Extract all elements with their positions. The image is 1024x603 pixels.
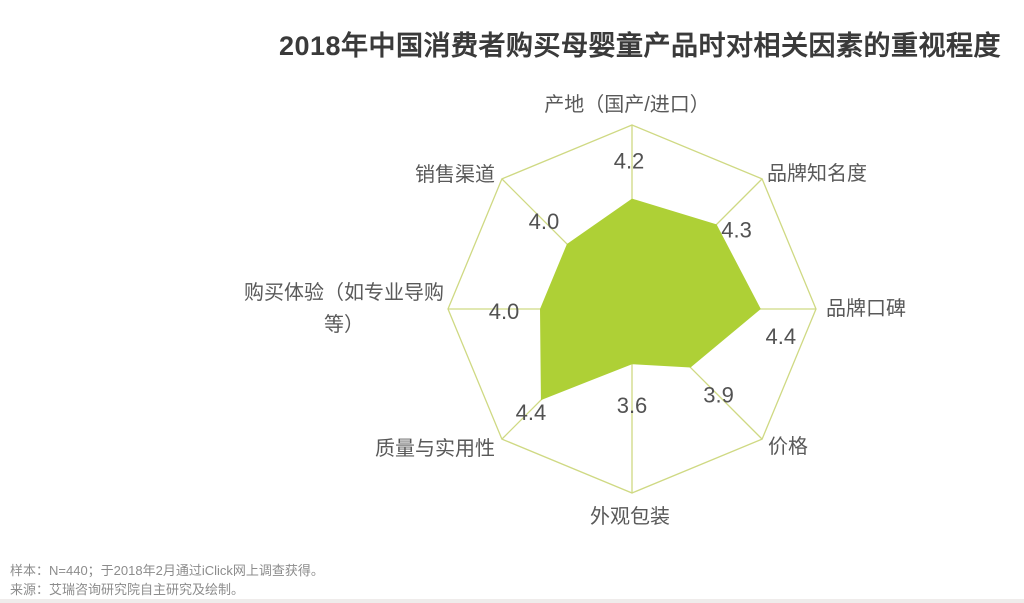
value-label-6: 4.0 — [489, 299, 520, 324]
axis-label-6: 购买体验（如专业导购等） — [244, 281, 444, 336]
value-label-2: 4.4 — [766, 324, 797, 349]
value-label-1: 4.3 — [721, 217, 752, 242]
axis-label-0: 产地（国产/进口） — [544, 93, 710, 116]
bottom-divider — [0, 599, 1024, 603]
value-label-4: 3.6 — [617, 393, 648, 418]
radar-data-polygon — [540, 198, 761, 401]
axis-label-1: 品牌知名度 — [767, 162, 867, 185]
axis-label-2: 品牌口碑 — [826, 297, 906, 320]
value-label-0: 4.2 — [614, 149, 645, 174]
value-label-3: 3.9 — [703, 383, 734, 408]
chart-footnote: 样本：N=440；于2018年2月通过iClick网上调查获得。 来源：艾瑞咨询… — [10, 561, 324, 599]
source-note: 来源：艾瑞咨询研究院自主研究及绘制。 — [10, 582, 245, 597]
axis-label-3: 价格 — [768, 435, 808, 458]
axis-label-4: 外观包装 — [590, 505, 670, 528]
radar-grid-outline — [447, 124, 817, 494]
value-label-5: 4.4 — [516, 400, 547, 425]
value-label-7: 4.0 — [529, 209, 560, 234]
axis-label-5: 质量与实用性 — [375, 437, 495, 460]
chart-title: 2018年中国消费者购买母婴童产品时对相关因素的重视程度 — [278, 31, 1002, 61]
axis-label-7: 销售渠道 — [415, 163, 495, 186]
sample-note: 样本：N=440；于2018年2月通过iClick网上调查获得。 — [10, 563, 324, 578]
